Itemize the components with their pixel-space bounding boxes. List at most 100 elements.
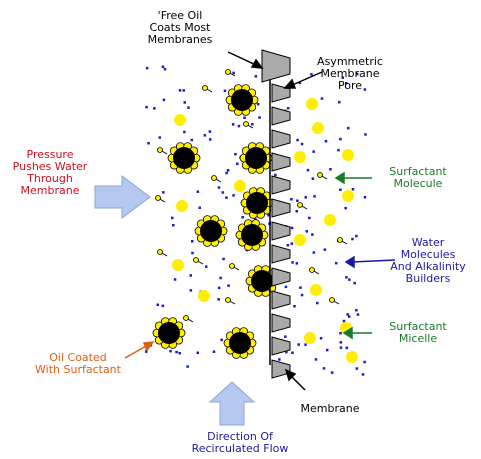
- water-dot: [191, 139, 194, 142]
- water-dot: [225, 172, 228, 175]
- diagram: 'Free OilCoats MostMembranesAsymmetricMe…: [0, 0, 481, 459]
- water-dot: [187, 106, 190, 109]
- label-line: Membrane: [21, 184, 80, 197]
- oil-droplet: [246, 192, 268, 214]
- water-dot: [316, 302, 319, 305]
- water-dot: [348, 315, 351, 318]
- water-dot: [197, 191, 200, 194]
- micelle: [294, 234, 306, 246]
- water-dot: [232, 194, 235, 197]
- water-dot: [172, 224, 175, 227]
- oil-droplet: [231, 89, 253, 111]
- water-dot: [287, 107, 290, 110]
- water-dot: [227, 169, 230, 172]
- water-dot: [301, 143, 304, 146]
- pore: [272, 176, 290, 194]
- water-dot: [145, 106, 148, 109]
- water-dot: [304, 343, 307, 346]
- pore: [272, 107, 290, 125]
- water-dot: [238, 125, 241, 128]
- water-dot: [364, 88, 367, 91]
- water-dot: [278, 358, 281, 361]
- pressure-arrow: [95, 176, 150, 218]
- water-dot: [169, 350, 172, 353]
- water-dot: [363, 361, 366, 364]
- pore: [272, 199, 290, 217]
- surfactant-head: [298, 203, 303, 208]
- label-line: Membrane: [301, 402, 360, 415]
- water-dot: [315, 358, 318, 361]
- water-dot: [335, 262, 338, 265]
- pore: [272, 245, 290, 263]
- water-dot: [199, 207, 202, 210]
- oil-droplet: [173, 147, 195, 169]
- micelle: [306, 98, 318, 110]
- surfactant-head: [156, 196, 161, 201]
- pore: [272, 268, 290, 286]
- water-dot: [337, 149, 340, 152]
- label-line: Builders: [406, 272, 451, 285]
- water-dot: [364, 133, 367, 136]
- water-dot: [312, 177, 315, 180]
- water-dot: [183, 89, 186, 92]
- water-dot: [159, 136, 162, 139]
- water-dot: [320, 337, 323, 340]
- water-dot: [291, 227, 294, 230]
- water-dot: [357, 313, 360, 316]
- water-dot: [209, 138, 212, 141]
- surfactant-head: [212, 176, 217, 181]
- water-dot: [218, 287, 221, 290]
- water-dot: [296, 139, 299, 142]
- water-dot: [164, 68, 167, 71]
- decoration: [145, 66, 367, 376]
- water-dot: [325, 140, 328, 143]
- water-dot: [274, 174, 277, 177]
- water-dot: [305, 196, 308, 199]
- water-dot: [291, 352, 294, 355]
- micelle: [342, 149, 354, 161]
- water-dot: [353, 282, 356, 285]
- water-dot: [171, 217, 174, 220]
- micelle: [294, 151, 306, 163]
- micelle: [324, 214, 336, 226]
- water-dot: [340, 341, 343, 344]
- water-dot: [355, 235, 358, 238]
- oil-droplet: [245, 147, 267, 169]
- surfactant-head: [158, 250, 163, 255]
- pore: [272, 130, 290, 148]
- water-dot: [153, 107, 156, 110]
- water-dot: [147, 142, 150, 145]
- water-dot: [297, 343, 300, 346]
- water-dot: [163, 99, 166, 102]
- water-dot: [301, 294, 304, 297]
- surfactant-head: [184, 316, 189, 321]
- water-dot: [184, 101, 187, 104]
- water-dot: [190, 274, 193, 277]
- water-dot: [284, 335, 287, 338]
- water-dot: [306, 230, 309, 233]
- water-dot: [205, 265, 208, 268]
- water-dot: [179, 352, 182, 355]
- water-dot: [308, 217, 311, 220]
- water-dot: [331, 371, 334, 374]
- micelle: [312, 122, 324, 134]
- surfactant-head: [203, 86, 208, 91]
- water-dot: [232, 123, 235, 126]
- micelle: [346, 351, 358, 363]
- water-dot: [345, 276, 348, 279]
- label-line: Recirculated Flow: [192, 442, 289, 455]
- water-dot: [321, 97, 324, 100]
- label-line: Membranes: [148, 33, 213, 46]
- water-dot: [340, 346, 343, 349]
- water-dot: [232, 72, 235, 75]
- water-dot: [243, 117, 246, 120]
- pore: [262, 50, 290, 82]
- water-dot: [162, 191, 165, 194]
- water-dot: [220, 339, 223, 342]
- water-dot: [191, 252, 194, 255]
- water-dot: [313, 195, 316, 198]
- water-dot: [356, 367, 359, 370]
- water-dot: [293, 305, 296, 308]
- water-dot: [175, 351, 178, 354]
- water-dot: [287, 244, 290, 247]
